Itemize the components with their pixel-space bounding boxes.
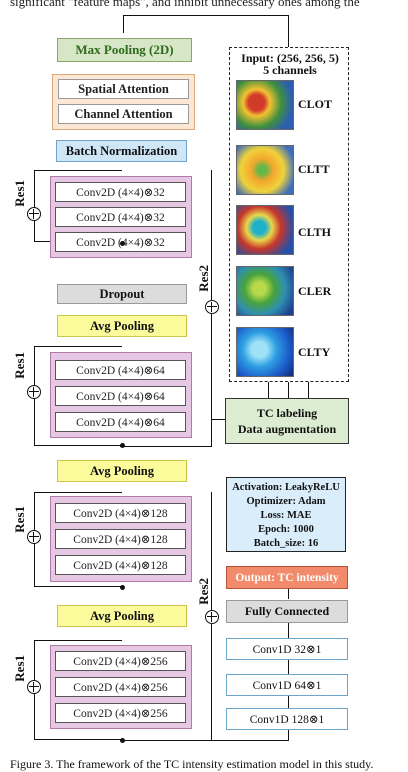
clot-satellite-image <box>236 80 294 130</box>
channel-label: CLOT <box>298 97 333 111</box>
max-pooling-layer: Max Pooling (2D) <box>57 38 192 62</box>
conv2d-layer: Conv2D (4×4)⊗256 <box>55 651 186 671</box>
input-panel <box>229 47 349 382</box>
res2-skip-line <box>211 624 213 741</box>
optimizer-text: Optimizer: Adam <box>246 496 326 507</box>
channel-label: CLTT <box>298 162 330 176</box>
fully-connected-layer: Fully Connected <box>226 600 348 623</box>
connector-line <box>288 696 290 708</box>
conv2d-layer: Conv2D (4×4)⊗256 <box>55 703 186 723</box>
avg-pooling-layer: Avg Pooling <box>57 605 187 627</box>
res2-skip-line <box>211 314 213 447</box>
connector-line <box>288 623 290 638</box>
conv2d-layer: Conv2D (4×4)⊗128 <box>55 529 186 549</box>
top-loop-top <box>123 15 289 17</box>
body-text-fragment: significant "feature maps", and inhibit … <box>10 0 360 9</box>
conv1d-layer: Conv1D 128⊗1 <box>226 708 348 730</box>
avg-pooling-layer: Avg Pooling <box>57 315 187 337</box>
res2-join-line <box>120 740 212 742</box>
junction-dot <box>120 585 125 590</box>
activation-text: Activation: LeakyReLU <box>232 482 340 493</box>
clty-satellite-image <box>236 327 294 377</box>
res1-label: Res1 <box>12 180 27 207</box>
labeling-augmentation-box: TC labeling Data augmentation <box>225 398 349 444</box>
labeling-to-model-line <box>212 419 225 421</box>
conv2d-layer: Conv2D (4×4)⊗32 <box>55 207 186 227</box>
input-arrow <box>308 382 310 398</box>
conv1d-layer: Conv1D 64⊗1 <box>226 674 348 696</box>
res1-label: Res1 <box>12 352 27 379</box>
figure-caption: Figure 3. The framework of the TC intens… <box>10 757 374 771</box>
res2-skip-line <box>211 170 213 300</box>
res2-skip-line <box>211 492 213 610</box>
conv2d-layer: Conv2D (4×4)⊗64 <box>55 360 186 380</box>
res2-label: Res2 <box>196 578 211 605</box>
junction-dot <box>120 443 125 448</box>
input-shape-text: Input: (256, 256, 5) <box>241 51 339 65</box>
epoch-text: Epoch: 1000 <box>258 524 314 535</box>
spatial-attention-layer: Spatial Attention <box>58 79 189 99</box>
res2-label: Res2 <box>196 265 211 292</box>
output-layer: Output: TC intensity <box>226 566 348 589</box>
to-conv1d-line <box>212 740 288 742</box>
junction-dot <box>120 241 125 246</box>
add-operation-icon <box>27 680 41 694</box>
conv2d-layer: Conv2D (4×4)⊗64 <box>55 412 186 432</box>
channel-attention-layer: Channel Attention <box>58 104 189 124</box>
conv2d-layer: Conv2D (4×4)⊗128 <box>55 503 186 523</box>
connector-line <box>288 589 290 599</box>
top-loop-right <box>288 15 290 47</box>
dropout-layer: Dropout <box>57 284 187 304</box>
add-operation-icon <box>27 385 41 399</box>
res1-label: Res1 <box>12 655 27 682</box>
add-operation-icon <box>27 207 41 221</box>
conv2d-layer: Conv2D (4×4)⊗32 <box>55 182 186 202</box>
channel-label: CLTH <box>298 225 331 239</box>
loss-text: Loss: MAE <box>260 510 312 521</box>
conv2d-layer: Conv2D (4×4)⊗128 <box>55 555 186 575</box>
add-operation-icon <box>205 300 219 314</box>
input-channels-text: 5 channels <box>263 63 317 77</box>
tc-labeling-text: TC labeling <box>256 406 318 420</box>
batch-size-text: Batch_size: 16 <box>253 538 319 549</box>
training-config-box: Activation: LeakyReLU Optimizer: Adam Lo… <box>226 477 346 552</box>
input-shape-title: Input: (256, 256, 5) 5 channels <box>232 52 348 76</box>
avg-pooling-layer: Avg Pooling <box>57 460 187 482</box>
channel-label: CLER <box>298 284 332 298</box>
clth-satellite-image <box>236 205 294 255</box>
res2-join-line <box>120 446 212 448</box>
input-arrow <box>288 382 290 398</box>
conv2d-layer: Conv2D (4×4)⊗256 <box>55 677 186 697</box>
input-arrow <box>268 382 270 398</box>
batch-normalization-layer: Batch Normalization <box>56 140 187 162</box>
cler-satellite-image <box>236 266 294 316</box>
channel-label: CLTY <box>298 345 331 359</box>
add-operation-icon <box>27 530 41 544</box>
connector-line <box>288 730 290 741</box>
data-augmentation-text: Data augmentation <box>237 422 337 436</box>
conv1d-layer: Conv1D 32⊗1 <box>226 638 348 660</box>
cltt-satellite-image <box>236 145 294 195</box>
top-loop-left <box>123 15 125 33</box>
res1-label: Res1 <box>12 506 27 533</box>
add-operation-icon <box>205 610 219 624</box>
connector-line <box>288 660 290 674</box>
conv2d-layer: Conv2D (4×4)⊗64 <box>55 386 186 406</box>
